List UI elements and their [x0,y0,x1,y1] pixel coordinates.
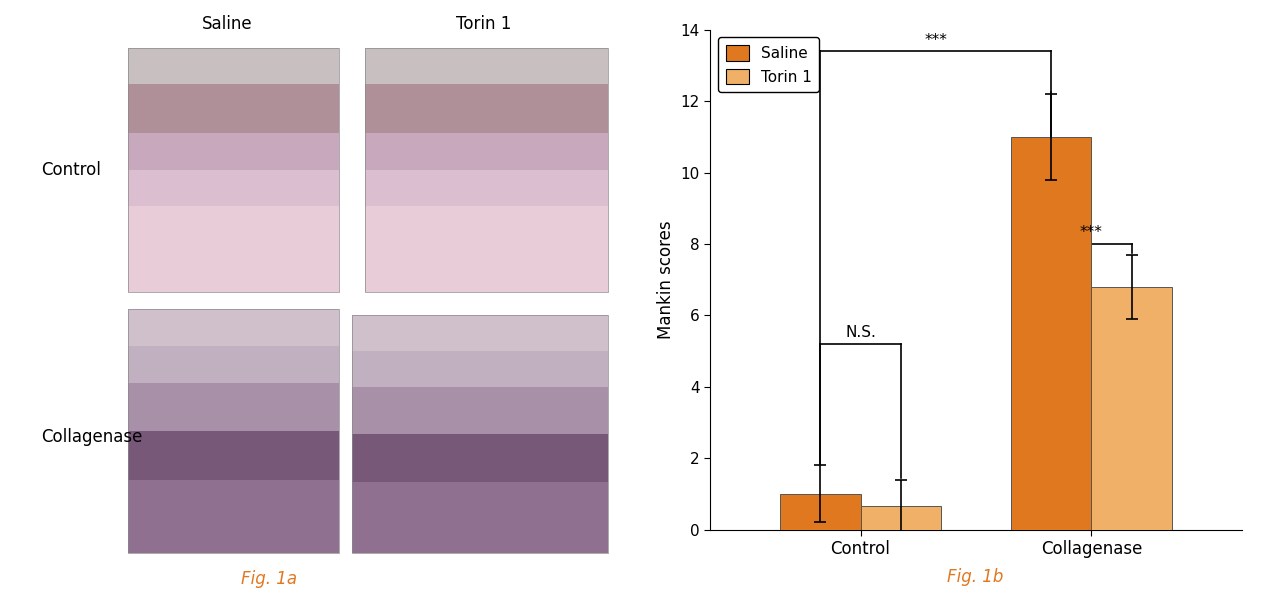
FancyBboxPatch shape [128,383,339,431]
FancyBboxPatch shape [128,48,339,84]
Legend: Saline, Torin 1: Saline, Torin 1 [718,37,819,92]
Text: ***: *** [924,33,947,48]
FancyBboxPatch shape [352,315,608,351]
FancyBboxPatch shape [128,206,339,292]
Bar [1011,137,1092,530]
Bar [1092,287,1172,530]
Y-axis label: Mankin scores: Mankin scores [657,220,675,339]
Text: Collagenase: Collagenase [41,428,143,446]
Text: Torin 1: Torin 1 [456,15,511,33]
FancyBboxPatch shape [128,431,339,480]
Text: N.S.: N.S. [845,325,876,340]
FancyBboxPatch shape [352,351,608,387]
Bar [780,494,860,530]
FancyBboxPatch shape [352,387,608,434]
FancyBboxPatch shape [352,434,608,482]
Text: ***: *** [1080,225,1103,240]
FancyBboxPatch shape [365,48,608,84]
FancyBboxPatch shape [128,480,339,553]
Text: Fig. 1a: Fig. 1a [241,570,297,588]
FancyBboxPatch shape [128,309,339,346]
FancyBboxPatch shape [365,170,608,206]
Text: Saline: Saline [202,15,252,33]
FancyBboxPatch shape [128,346,339,383]
FancyBboxPatch shape [352,482,608,553]
FancyBboxPatch shape [128,84,339,133]
FancyBboxPatch shape [128,133,339,170]
FancyBboxPatch shape [365,84,608,133]
FancyBboxPatch shape [365,133,608,170]
FancyBboxPatch shape [128,170,339,206]
Bar [860,506,941,530]
Text: Fig. 1b: Fig. 1b [947,568,1004,586]
FancyBboxPatch shape [365,206,608,292]
Text: Control: Control [41,161,101,178]
